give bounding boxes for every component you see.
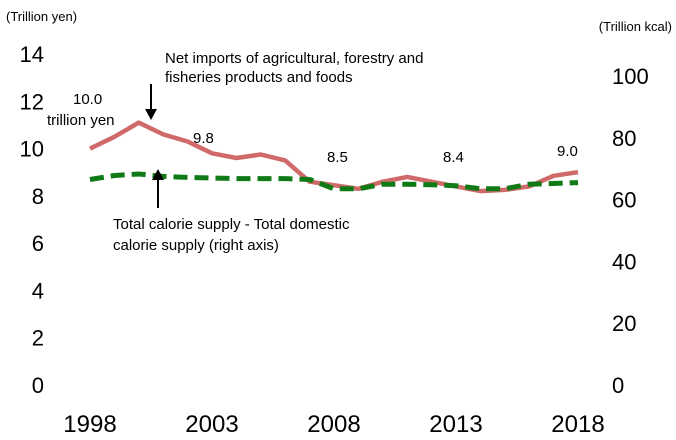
x-axis: 1998 2003 2008 2013 2018 xyxy=(63,411,604,438)
left-tick-label: 12 xyxy=(20,89,44,114)
right-tick-label: 40 xyxy=(612,249,636,274)
calorie-supply-line xyxy=(89,171,579,192)
left-tick-label: 0 xyxy=(32,373,44,398)
left-tick-label: 4 xyxy=(32,278,44,303)
left-tick-label: 10 xyxy=(20,137,44,162)
calorie-arrow xyxy=(152,169,164,208)
net-imports-arrow xyxy=(145,84,157,120)
right-tick-label: 60 xyxy=(612,188,636,213)
left-tick-label: 6 xyxy=(32,231,44,256)
data-label-2018: 9.0 xyxy=(557,143,578,160)
x-tick-label: 2008 xyxy=(307,411,360,438)
right-axis: 0 20 40 60 80 100 xyxy=(612,64,649,398)
left-axis-unit: (Trillion yen) xyxy=(6,9,77,24)
right-tick-label: 80 xyxy=(612,126,636,151)
data-label-2013: 8.4 xyxy=(443,149,464,166)
right-tick-label: 0 xyxy=(612,373,624,398)
data-label-2003: 9.8 xyxy=(193,130,214,147)
net-imports-annotation-line1: Net imports of agricultural, forestry an… xyxy=(165,50,423,67)
x-tick-label: 2013 xyxy=(429,411,482,438)
net-imports-annotation-line2: fisheries products and foods xyxy=(165,69,353,86)
x-tick-label: 2003 xyxy=(185,411,238,438)
x-tick-label: 1998 xyxy=(63,411,116,438)
right-axis-unit: (Trillion kcal) xyxy=(599,19,672,34)
series-layer xyxy=(89,120,579,194)
data-label-start-value: 10.0 xyxy=(73,91,102,108)
left-tick-label: 14 xyxy=(20,42,44,67)
left-tick-label: 8 xyxy=(32,184,44,209)
data-label-2008: 8.5 xyxy=(327,149,348,166)
calorie-annotation-line1: Total calorie supply - Total domestic xyxy=(113,216,350,233)
left-axis: 0 2 4 6 8 10 12 14 xyxy=(20,42,44,398)
right-tick-label: 20 xyxy=(612,311,636,336)
calorie-annotation-line2: calorie supply (right axis) xyxy=(113,237,279,254)
x-tick-label: 2018 xyxy=(551,411,604,438)
left-tick-label: 2 xyxy=(32,326,44,351)
data-label-start-unit: trillion yen xyxy=(47,112,115,129)
right-tick-label: 100 xyxy=(612,64,649,89)
